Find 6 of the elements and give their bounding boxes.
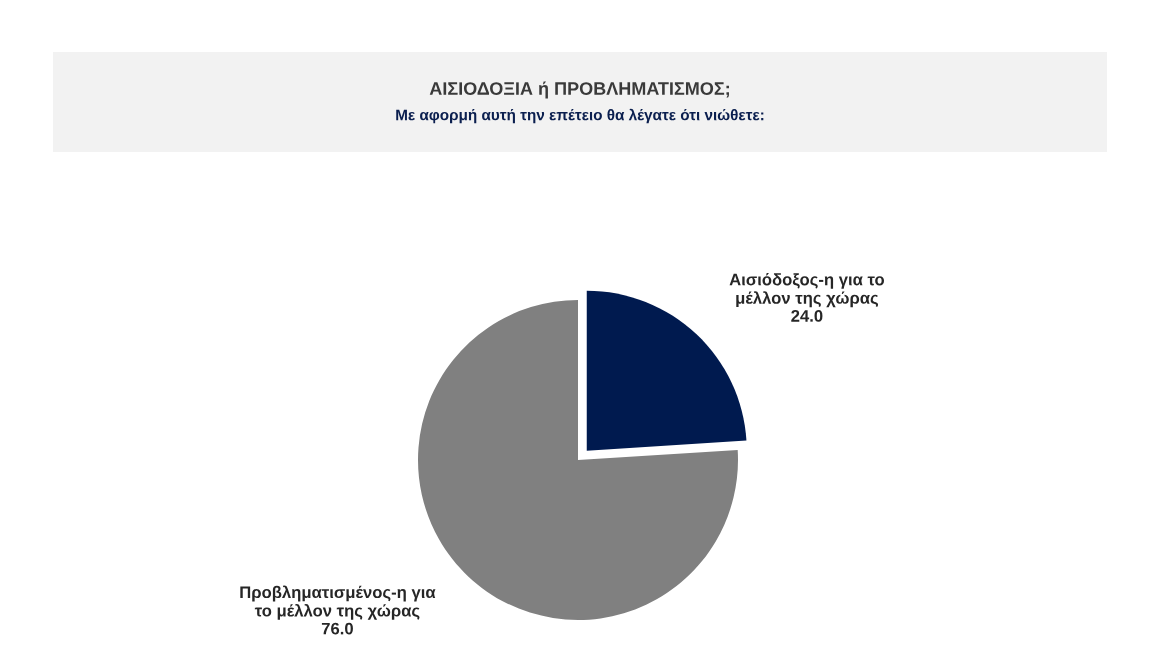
data-label: 24.0 [791, 310, 823, 322]
chart-title: ΑΙΣΙΟΔΟΞΙΑ ή ΠΡΟΒΛΗΜΑΤΙΣΜΟΣ; [429, 81, 729, 99]
slice-label: Αισιόδοξος-η για το μέλλον της χώρας [729, 272, 885, 308]
slice-label: Προβληματισμένος-η για το μέλλον της χώρας [240, 585, 436, 620]
chart-subtitle: Με αφορμή αυτή την επέτειο θα λέγατε ότι νιώθετε: [396, 108, 764, 124]
data-label: 76.0 [321, 622, 353, 635]
